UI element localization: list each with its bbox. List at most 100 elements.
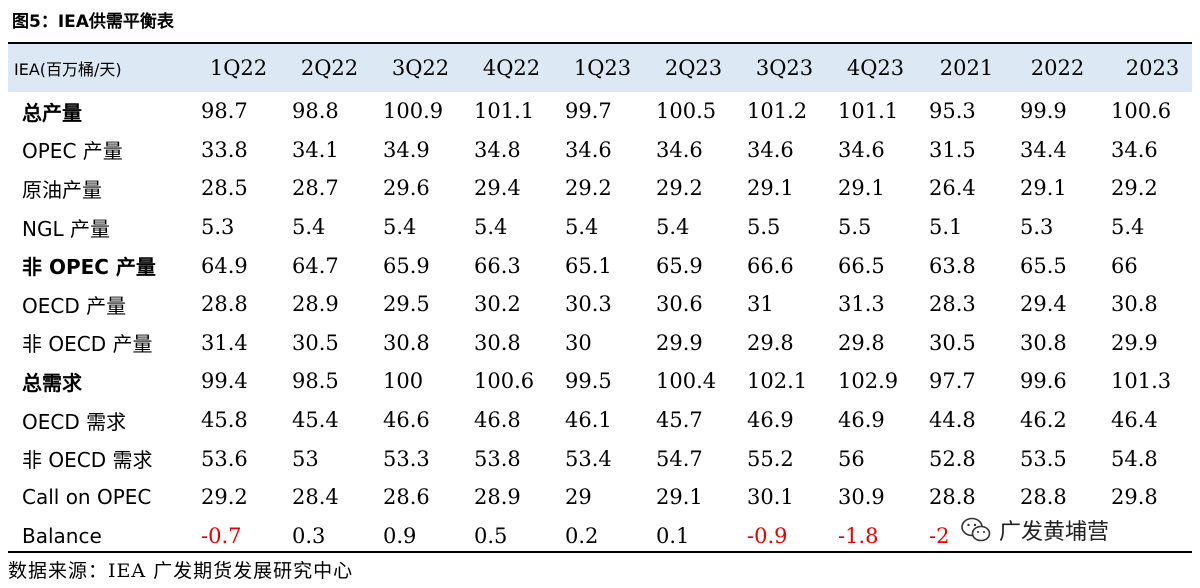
table-cell: 34.6: [747, 137, 794, 162]
column-header: 1Q23: [573, 56, 632, 80]
table-cell: 54.7: [656, 446, 703, 471]
table-cell: 46.8: [474, 408, 521, 433]
row-label: NGL 产量: [22, 216, 110, 241]
table-cell: 65.9: [656, 253, 703, 278]
table-cell: 34.4: [1020, 137, 1067, 162]
header-row: IEA(百万桶/天) 1Q22 2Q22 3Q22 4Q22 1Q23 2Q23…: [8, 44, 1200, 92]
row-label: 总需求: [22, 370, 82, 395]
table-cell: 5.3: [1020, 215, 1054, 240]
table-title: 图5：IEA供需平衡表: [12, 12, 174, 32]
table-cell: 29.2: [201, 485, 248, 510]
table-cell: 34.8: [474, 137, 521, 162]
table-cell: 31.4: [201, 330, 248, 355]
table-cell: 101.2: [747, 99, 808, 124]
table-cell: 99.5: [565, 369, 612, 394]
source-note: 数据来源：IEA 广发期货发展研究中心: [8, 560, 354, 582]
table-cell: 31: [747, 292, 774, 317]
table-cell: 30.8: [1020, 330, 1067, 355]
table-cell: 56: [838, 446, 865, 471]
table-cell: 46.9: [838, 408, 885, 433]
table-cell: 30: [565, 330, 592, 355]
table-cell: 97.7: [929, 369, 976, 394]
table-cell: 99.6: [1020, 369, 1067, 394]
table-cell: 5.1: [929, 215, 963, 240]
table-cell: 95.3: [929, 99, 976, 124]
table-cell: 29: [565, 485, 592, 510]
table-cell: 28.9: [292, 292, 339, 317]
table-cell: 0.1: [656, 523, 690, 548]
column-header: 2022: [1030, 56, 1085, 80]
table-cell: 28.7: [292, 176, 339, 201]
table-cell: 53.5: [1020, 446, 1067, 471]
table-row: 原油产量 28.5 28.7 29.6 29.4 29.2 29.2 29.1 29.1 26.4…: [8, 169, 1200, 208]
table-cell: 55.2: [747, 446, 794, 471]
table-cell: 34.1: [292, 137, 339, 162]
table-cell: 5.4: [1111, 215, 1145, 240]
table-cell: 100: [383, 369, 424, 394]
table-cell: 66.3: [474, 253, 521, 278]
table-cell: 29.8: [1111, 485, 1158, 510]
row-label: Balance: [22, 523, 102, 548]
table-cell: 29.9: [656, 330, 703, 355]
table-cell: 34.6: [656, 137, 703, 162]
table-cell: -2: [929, 523, 950, 548]
table-cell: 31.5: [929, 137, 976, 162]
balance-table: IEA(百万桶/天) 1Q22 2Q22 3Q22 4Q22 1Q23 2Q23…: [8, 44, 1200, 555]
table-cell: 29.1: [838, 176, 885, 201]
table-cell: 0.5: [474, 523, 508, 548]
table-cell: 66.6: [747, 253, 794, 278]
table-cell: 0.9: [383, 523, 417, 548]
table-cell: 0.2: [565, 523, 599, 548]
table-row: NGL 产量 5.3 5.4 5.4 5.4 5.4 5.4 5.5 5.5 5.1 5.3 5.4: [8, 208, 1200, 247]
table-cell: 31.3: [838, 292, 885, 317]
table-cell: 29.1: [1020, 176, 1067, 201]
column-header: 1Q22: [209, 56, 268, 80]
table-cell: 44.8: [929, 408, 976, 433]
table-cell: 5.5: [838, 215, 872, 240]
table-cell: 101.3: [1111, 369, 1172, 394]
table-cell: 5.4: [565, 215, 599, 240]
row-label: OECD 需求: [22, 409, 127, 434]
table-cell: 100.6: [1111, 99, 1172, 124]
table-cell: 101.1: [474, 99, 535, 124]
table-cell: 29.2: [1111, 176, 1158, 201]
table-cell: 30.6: [656, 292, 703, 317]
table-cell: 29.2: [656, 176, 703, 201]
table-cell: 30.5: [929, 330, 976, 355]
table-cell: 53.6: [201, 446, 248, 471]
table-row: OECD 需求 45.8 45.4 46.6 46.8 46.1 45.7 46.9 46.9 4…: [8, 401, 1200, 440]
row-label: 非 OECD 产量: [22, 332, 153, 357]
table-cell: 98.7: [201, 99, 248, 124]
watermark-text: 广发黄埔营: [999, 520, 1110, 545]
column-header: IEA(百万桶/天): [14, 60, 122, 79]
column-header: 2023: [1125, 56, 1180, 80]
table-cell: 100.5: [656, 99, 717, 124]
table-cell: 5.4: [656, 215, 690, 240]
table-cell: 29.8: [747, 330, 794, 355]
table-cell: 65.9: [383, 253, 430, 278]
table-cell: 30.8: [383, 330, 430, 355]
table-row: 总需求 99.4 98.5 100 100.6 99.5 100.4 102.1 102.9 97…: [8, 362, 1200, 401]
table-cell: 34.6: [1111, 137, 1158, 162]
table-cell: 54.8: [1111, 446, 1158, 471]
table-cell: 30.2: [474, 292, 521, 317]
table-cell: 63.8: [929, 253, 976, 278]
table-cell: 29.1: [747, 176, 794, 201]
table-cell: 33.8: [201, 137, 248, 162]
column-header: 4Q22: [482, 56, 541, 80]
table-cell: 29.6: [383, 176, 430, 201]
table-row: OECD 产量 28.8 28.9 29.5 30.2 30.3 30.6 31 31.3 28.…: [8, 285, 1200, 324]
table-cell: 53.4: [565, 446, 612, 471]
table-cell: 53.8: [474, 446, 521, 471]
table-cell: 5.3: [201, 215, 235, 240]
table-row: 非 OECD 需求 53.6 53 53.3 53.8 53.4 54.7 55.2 56 52.…: [8, 439, 1200, 478]
column-header: 2Q23: [664, 56, 723, 80]
table-cell: -1.8: [838, 523, 879, 548]
table-cell: 28.9: [474, 485, 521, 510]
table-cell: 100.6: [474, 369, 535, 394]
table-cell: 45.7: [656, 408, 703, 433]
table-cell: -0.7: [201, 523, 242, 548]
table-cell: 30.9: [838, 485, 885, 510]
table-cell: 28.8: [1020, 485, 1067, 510]
table-cell: 66.5: [838, 253, 885, 278]
